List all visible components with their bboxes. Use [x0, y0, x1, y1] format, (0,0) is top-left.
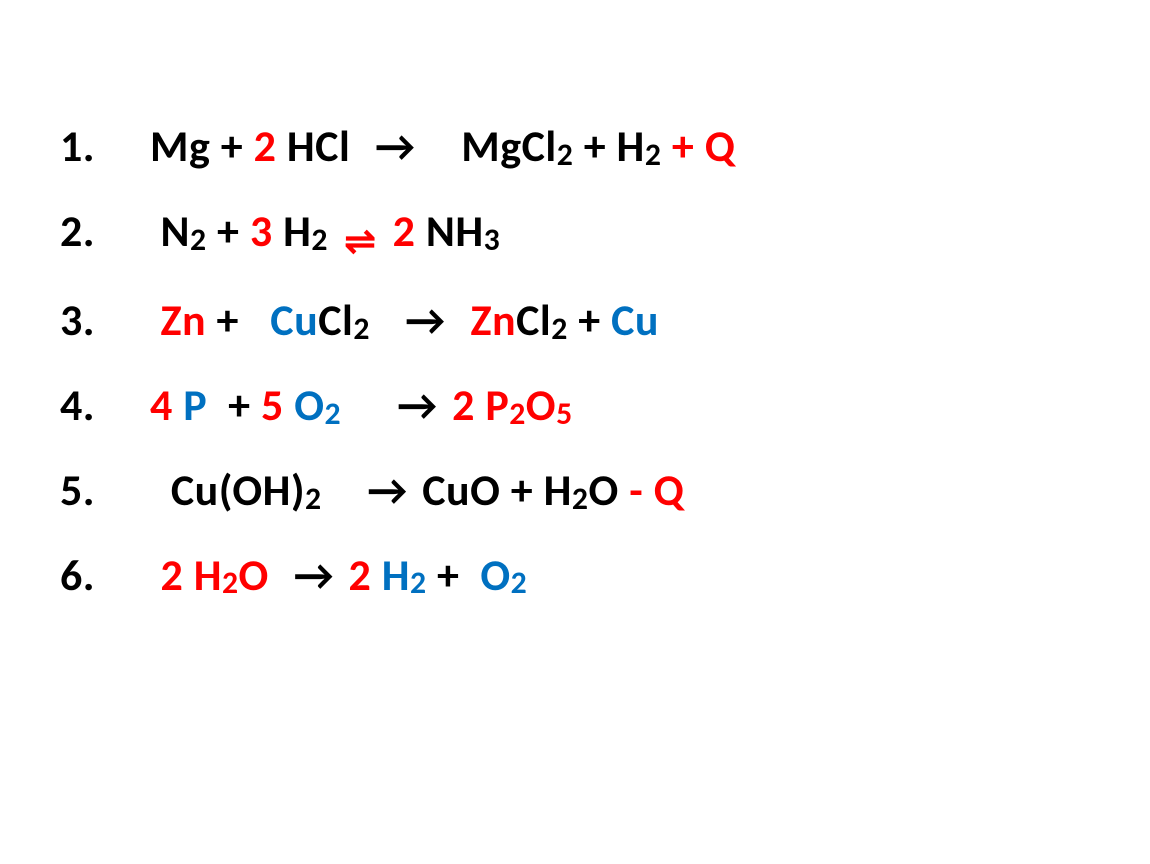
formula-text [269, 549, 290, 602]
subscript: 2 [305, 480, 322, 518]
formula-text: Mg + [150, 120, 254, 173]
subscript: 2 [353, 310, 370, 348]
equation-row-5: 5. Cu(OH)2 → CuO + H2O - Q [60, 464, 1090, 517]
formula-text: Cu [270, 294, 318, 347]
equation-row-3: 3. Zn + CuCl2 → ZnCl2 + Cu [60, 294, 1090, 347]
equation-content: Zn + CuCl2 → ZnCl2 + Cu [150, 294, 659, 347]
subscript: 2 [572, 480, 589, 518]
equation-number: 6. [60, 549, 150, 602]
subscript: 2 [557, 136, 574, 174]
subscript: 2 [190, 221, 207, 259]
subscript: 2 [551, 310, 568, 348]
formula-text: H [194, 549, 222, 602]
equation-content: Cu(OH)2 → CuO + H2O - Q [150, 464, 684, 517]
formula-text: - Q [629, 464, 684, 517]
formula-text: H [273, 205, 312, 258]
formula-text: 2 [254, 120, 287, 173]
equation-list: 1.Mg + 2 HCl → MgCl2 + H2 + Q2. N2 + 3 H… [60, 120, 1090, 601]
formula-text: 3 [250, 205, 273, 258]
formula-text [328, 205, 338, 258]
equation-content: 4 P + 5 O2 → 2 P2O5 [150, 379, 573, 432]
formula-text: O [526, 379, 556, 432]
equation-row-4: 4.4 P + 5 O2 → 2 P2O5 [60, 379, 1090, 432]
equation-number: 3. [60, 294, 150, 347]
subscript: 3 [484, 221, 501, 259]
arrow-icon: → [371, 120, 419, 173]
formula-text [341, 379, 393, 432]
formula-text: Cl [516, 294, 551, 347]
formula-text: Cl [318, 294, 353, 347]
equation-row-2: 2. N2 + 3 H2 ⇀↽ 2 NH3 [60, 205, 1090, 262]
formula-text: O [588, 464, 629, 517]
equation-number: 5. [60, 464, 150, 517]
formula-text: HCl [287, 120, 371, 173]
formula-text: Zn [470, 294, 516, 347]
formula-text: + [568, 294, 611, 347]
formula-text: 5 [261, 379, 294, 432]
formula-text [370, 294, 401, 347]
formula-text: + Q [661, 120, 735, 173]
formula-text [442, 379, 452, 432]
formula-text: P [485, 379, 509, 432]
formula-text: MgCl [419, 120, 556, 173]
equation-content: Mg + 2 HCl → MgCl2 + H2 + Q [150, 120, 735, 173]
subscript: 2 [645, 136, 662, 174]
formula-text: O [239, 549, 269, 602]
subscript: 5 [556, 395, 573, 433]
formula-text: + [207, 379, 261, 432]
formula-text: O [294, 379, 324, 432]
formula-text: + [207, 205, 250, 258]
formula-text: 4 [150, 379, 183, 432]
formula-text [450, 294, 471, 347]
arrow-icon: → [363, 464, 411, 517]
formula-text: N [150, 205, 190, 258]
arrow-icon: → [393, 379, 441, 432]
formula-text: CuO + H [412, 464, 572, 517]
formula-text [322, 464, 364, 517]
formula-text [382, 205, 392, 258]
formula-text: + H [573, 120, 645, 173]
subscript: 2 [509, 395, 526, 433]
formula-text: O [480, 549, 510, 602]
formula-text: Zn [150, 294, 206, 347]
formula-text: 2 [349, 549, 382, 602]
arrow-icon: → [290, 549, 338, 602]
equation-number: 4. [60, 379, 150, 432]
equation-number: 1. [60, 120, 150, 173]
equation-row-6: 6. 2 H2O → 2 H2 + O2 [60, 549, 1090, 602]
equation-content: N2 + 3 H2 ⇀↽ 2 NH3 [150, 205, 500, 262]
formula-text: + [427, 549, 481, 602]
formula-text: 2 [452, 379, 485, 432]
subscript: 2 [222, 564, 239, 602]
formula-text: NH [426, 205, 484, 258]
formula-text: + [206, 294, 270, 347]
arrow-icon: → [401, 294, 449, 347]
subscript: 2 [511, 564, 528, 602]
formula-text: 2 [150, 549, 194, 602]
equilibrium-arrow-icon: ⇀↽ [338, 223, 382, 260]
equation-row-1: 1.Mg + 2 HCl → MgCl2 + H2 + Q [60, 120, 1090, 173]
formula-text: H [382, 549, 410, 602]
formula-text: P [183, 379, 207, 432]
formula-text [338, 549, 348, 602]
formula-text: Cu [611, 294, 659, 347]
subscript: 2 [324, 395, 341, 433]
formula-text: Cu(OH) [150, 464, 305, 517]
equation-content: 2 H2O → 2 H2 + O2 [150, 549, 527, 602]
equation-number: 2. [60, 205, 150, 258]
subscript: 2 [410, 564, 427, 602]
subscript: 2 [311, 221, 328, 259]
formula-text: 2 [393, 205, 426, 258]
